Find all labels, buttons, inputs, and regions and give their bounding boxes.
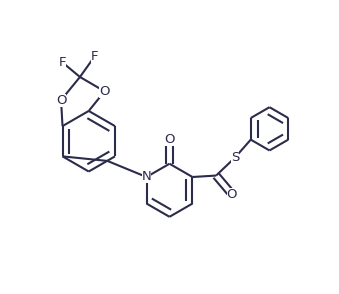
Text: O: O bbox=[227, 188, 237, 201]
Text: O: O bbox=[56, 93, 66, 107]
Text: F: F bbox=[59, 56, 66, 69]
Text: N: N bbox=[142, 171, 152, 183]
Text: O: O bbox=[99, 85, 110, 98]
Text: F: F bbox=[91, 50, 98, 63]
Text: S: S bbox=[231, 151, 239, 164]
Text: O: O bbox=[164, 133, 175, 146]
